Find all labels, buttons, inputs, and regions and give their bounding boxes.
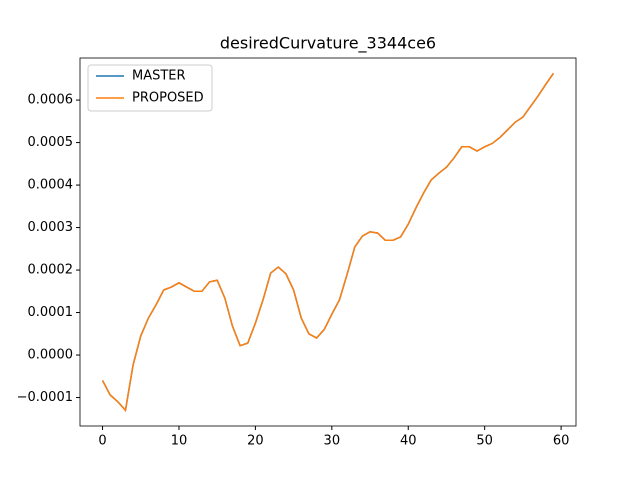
y-tick-label: 0.0000 [28, 348, 74, 363]
y-tick-label: 0.0002 [28, 263, 74, 278]
line-series [101, 72, 555, 412]
y-tick-label: 0.0006 [28, 93, 74, 108]
y-tick-label: 0.0003 [28, 220, 74, 235]
x-tick-label: 20 [247, 434, 264, 449]
legend-label: PROPOSED [132, 91, 204, 106]
x-tick-label: 60 [553, 434, 570, 449]
legend-label: MASTER [132, 69, 186, 84]
x-tick-label: 50 [476, 434, 493, 449]
y-tick-label: 0.0005 [28, 135, 74, 150]
x-tick-label: 40 [400, 434, 417, 449]
x-tick-label: 30 [324, 434, 341, 449]
x-tick-label: 0 [98, 434, 106, 449]
y-tick-label: −0.0001 [17, 390, 73, 405]
chart-title: desiredCurvature_3344ce6 [220, 34, 436, 54]
y-tick-label: 0.0004 [28, 178, 74, 193]
y-tick-label: 0.0001 [28, 305, 74, 320]
axes-frame [79, 57, 577, 427]
x-tick-label: 10 [171, 434, 188, 449]
